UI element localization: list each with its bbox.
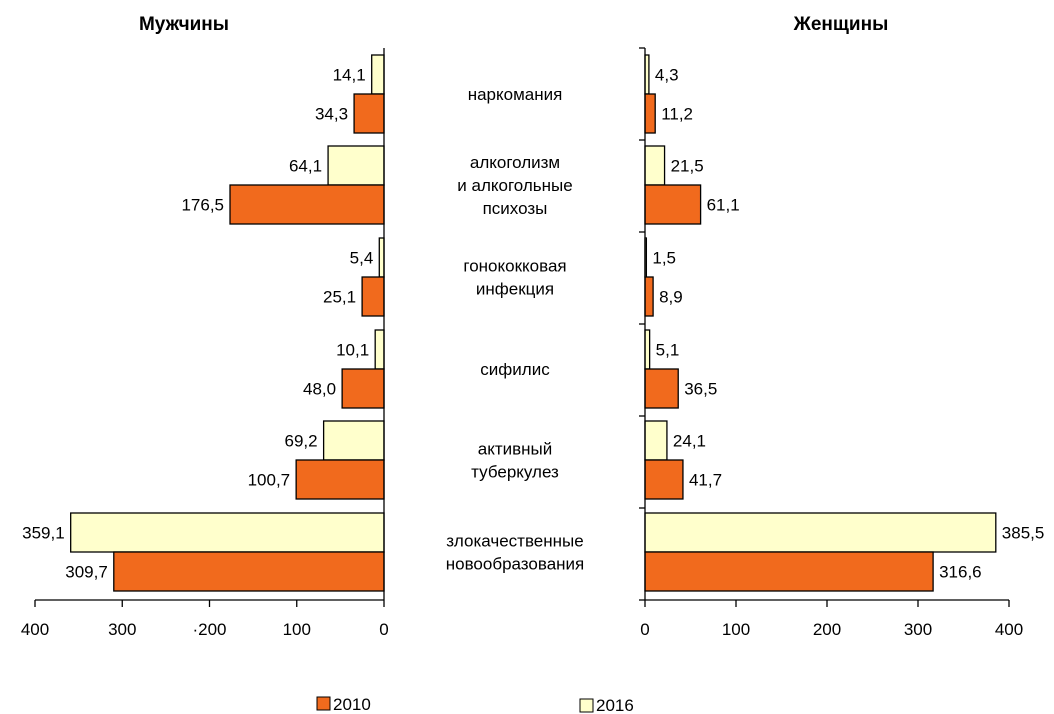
men-bar-2010-4	[295, 459, 385, 500]
men-value-label-2016-2: 5,4	[350, 249, 374, 268]
men-x-tick-label-1: 300	[108, 620, 136, 639]
women-value-label-2016-4: 24,1	[673, 432, 706, 451]
women-bar-2010-2	[644, 276, 654, 317]
category-label-2-1: инфекция	[476, 280, 554, 299]
men-bar-2010-1	[229, 184, 385, 225]
women-value-label-2016-1: 21,5	[671, 157, 704, 176]
women-value-label-2016-0: 4,3	[655, 66, 679, 85]
women-value-label-2010-0: 11,2	[661, 105, 693, 124]
women-value-label-2010-1: 61,1	[707, 196, 740, 215]
women-x-tick-label-0: 0	[640, 620, 649, 639]
men-value-label-2016-0: 14,1	[333, 66, 366, 85]
men-bar-2016-5	[70, 512, 385, 553]
men-x-tick-label-0: 400	[21, 620, 49, 639]
men-value-label-2010-5: 309,7	[65, 563, 108, 582]
category-label-1-0: алкоголизм	[470, 153, 560, 172]
men-bar-2010-2	[361, 276, 385, 317]
men-bar-2010-3	[341, 368, 385, 409]
legend-swatch-2010	[316, 696, 331, 711]
category-label-4-1: туберкулез	[471, 463, 559, 482]
women-bar-2016-4	[644, 420, 668, 461]
women-value-label-2016-3: 5,1	[656, 341, 680, 360]
category-label-3-0: сифилис	[480, 360, 550, 379]
women-chart-title: Женщины	[793, 14, 889, 35]
men-bar-2016-3	[374, 329, 385, 370]
men-x-tick-label-3: 100	[283, 620, 311, 639]
men-bar-2010-5	[113, 551, 385, 592]
category-label-1-2: психозы	[483, 199, 548, 218]
women-x-tick-label-4: 400	[995, 620, 1023, 639]
category-label-5-0: злокачественные	[446, 532, 583, 551]
women-value-label-2010-5: 316,6	[939, 563, 982, 582]
women-bars: 4,3 21,5 1,5 5,1 24,1 385,5 11,2 61,1 8,9 36,5 41,…	[644, 54, 1045, 592]
men-value-label-2016-3: 10,1	[336, 341, 369, 360]
women-value-label-2010-3: 36,5	[684, 380, 717, 399]
women-bar-2016-5	[644, 512, 997, 553]
women-value-label-2016-2: 1,5	[652, 249, 676, 268]
men-bar-2016-0	[371, 54, 385, 95]
women-bar-2016-3	[644, 329, 651, 370]
men-bar-2016-2	[378, 237, 385, 278]
men-bar-2016-4	[322, 420, 385, 461]
women-value-label-2016-5: 385,5	[1002, 524, 1045, 543]
women-bar-2010-1	[644, 184, 702, 225]
women-x-tick-label-3: 300	[904, 620, 932, 639]
legend-label-2010: 2010	[333, 695, 371, 714]
men-value-label-2010-3: 48,0	[303, 380, 336, 399]
women-bar-2010-5	[644, 551, 934, 592]
category-label-0-0: наркомания	[468, 85, 563, 104]
women-value-label-2010-4: 41,7	[689, 471, 722, 490]
men-value-label-2010-0: 34,3	[315, 105, 348, 124]
women-bar-2010-0	[644, 93, 656, 134]
men-value-label-2016-5: 359,1	[22, 524, 65, 543]
legend: 2010 2016	[316, 695, 634, 714]
men-x-tick-label-4: 0	[379, 620, 388, 639]
category-label-2-0: гонококковая	[463, 257, 566, 276]
category-label-1-1: и алкогольные	[457, 176, 572, 195]
women-x-tick-label-2: 200	[813, 620, 841, 639]
legend-label-2016: 2016	[596, 696, 634, 714]
women-bar-2010-3	[644, 368, 679, 409]
men-value-label-2010-1: 176,5	[181, 196, 224, 215]
women-bar-2016-1	[644, 145, 666, 186]
category-label-5-1: новообразования	[446, 555, 585, 574]
men-bar-2016-1	[327, 145, 385, 186]
men-bar-2010-0	[353, 93, 385, 134]
legend-swatch-2016	[579, 698, 594, 713]
category-label-4-0: активный	[478, 440, 553, 459]
women-value-label-2010-2: 8,9	[659, 288, 683, 307]
men-value-label-2016-1: 64,1	[289, 157, 322, 176]
men-value-label-2010-2: 25,1	[323, 288, 356, 307]
men-x-tick-label-2: ·200	[192, 620, 226, 639]
axes: 400 300 ·200 100 0 0 100 200 300 400	[21, 47, 1023, 639]
men-value-label-2016-4: 69,2	[285, 432, 318, 451]
men-value-label-2010-4: 100,7	[248, 471, 291, 490]
women-bar-2010-4	[644, 459, 684, 500]
category-labels: наркомания алкоголизм и алкогольные психозы…	[446, 85, 585, 574]
women-x-tick-label-1: 100	[722, 620, 750, 639]
men-bars: 14,1 64,1 5,4 10,1 69,2 359,1 34,3 176,5 25,1 48,…	[22, 54, 385, 592]
men-chart-title: Мужчины	[139, 14, 229, 35]
